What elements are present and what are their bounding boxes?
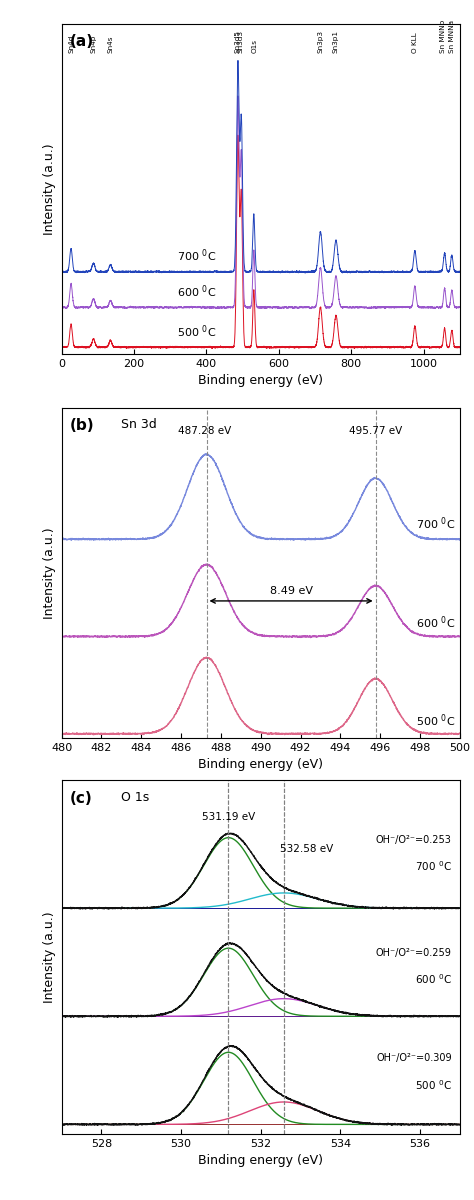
X-axis label: Binding energy (eV): Binding energy (eV) [198,758,323,772]
Text: O1s: O1s [251,40,257,53]
Text: O 1s: O 1s [121,791,150,804]
Y-axis label: Intensity (a.u.): Intensity (a.u.) [43,527,56,619]
Text: 700 $^0$C: 700 $^0$C [177,247,217,264]
Text: 600 $^0$C: 600 $^0$C [177,283,217,300]
Text: 700 $^0$C: 700 $^0$C [415,859,452,872]
Text: 600 $^0$C: 600 $^0$C [415,972,452,985]
Text: OH⁻/O²⁻=0.253: OH⁻/O²⁻=0.253 [376,835,452,845]
X-axis label: Binding energy (eV): Binding energy (eV) [198,374,323,388]
Text: 500 $^0$C: 500 $^0$C [177,323,217,340]
Text: Sn3p1: Sn3p1 [333,30,339,53]
Text: 532.58 eV: 532.58 eV [280,844,333,853]
Text: (a): (a) [70,34,94,49]
Text: Sn3p3: Sn3p3 [318,30,323,53]
Text: 600 $^0$C: 600 $^0$C [417,614,456,631]
Text: Sn4s: Sn4s [108,36,113,53]
Text: Sn3d5: Sn3d5 [234,30,240,53]
Text: (b): (b) [70,418,94,433]
Text: O KLL: O KLL [412,32,418,53]
Text: Sn4d: Sn4d [68,35,74,53]
Text: 700 $^0$C: 700 $^0$C [417,516,456,533]
Text: OH⁻/O²⁻=0.259: OH⁻/O²⁻=0.259 [376,948,452,959]
Text: Sn4p: Sn4p [91,35,97,53]
Text: Sn 3d: Sn 3d [121,418,157,431]
Text: (c): (c) [70,791,92,805]
Text: 500 $^0$C: 500 $^0$C [415,1078,452,1092]
Text: Sn MNNa: Sn MNNa [449,20,455,53]
Y-axis label: Intensity (a.u.): Intensity (a.u.) [43,911,56,1003]
Text: OH⁻/O²⁻=0.309: OH⁻/O²⁻=0.309 [376,1054,452,1063]
Text: 8.49 eV: 8.49 eV [270,586,312,596]
Y-axis label: Intensity (a.u.): Intensity (a.u.) [43,143,56,235]
X-axis label: Binding energy (eV): Binding energy (eV) [198,1154,323,1168]
Text: 487.28 eV: 487.28 eV [178,426,231,436]
Text: Sn3d3: Sn3d3 [237,30,244,53]
Text: 495.77 eV: 495.77 eV [349,426,402,436]
Text: 500 $^0$C: 500 $^0$C [417,712,456,728]
Text: Sn MNNb: Sn MNNb [440,20,447,53]
Text: 531.19 eV: 531.19 eV [202,811,255,822]
